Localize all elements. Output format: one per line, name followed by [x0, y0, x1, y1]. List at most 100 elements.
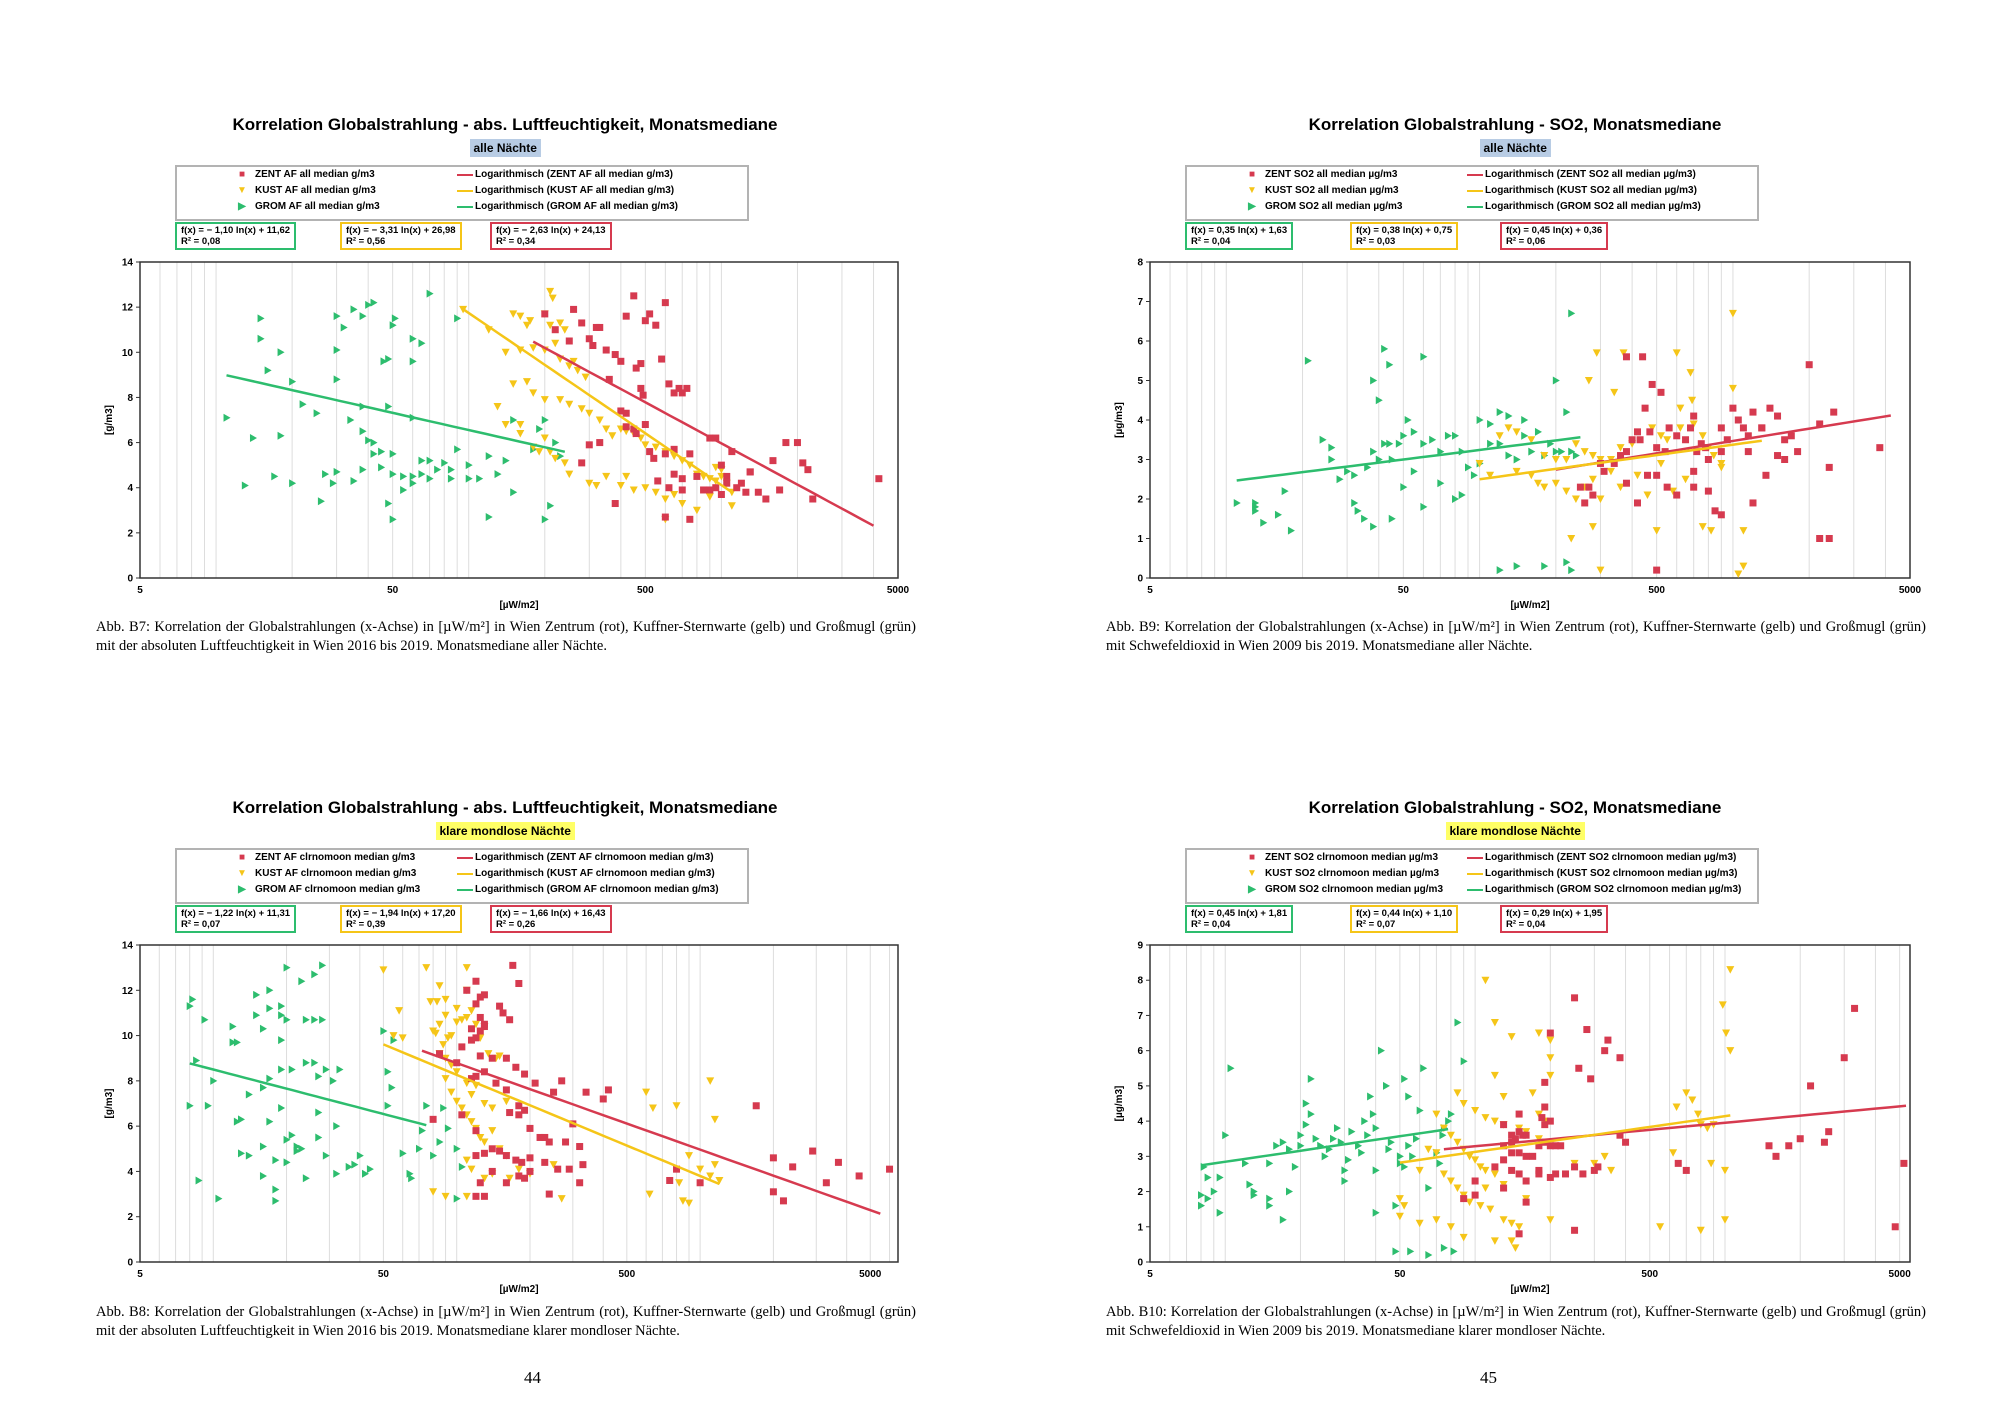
page-number-left: 44 — [524, 1368, 541, 1387]
data-point-kust — [706, 1077, 715, 1085]
legend-item-grom[interactable]: ▶ GROM AF clrnomoon median g/m3 — [237, 884, 420, 895]
data-point-kust — [1596, 456, 1605, 464]
legend-trend-grom[interactable]: Logarithmisch (GROM AF clrnomoon median … — [457, 884, 719, 895]
legend-item-grom[interactable]: ▶ GROM SO2 all median µg/m3 — [1247, 201, 1402, 212]
legend-label: GROM SO2 clrnomoon median µg/m3 — [1265, 884, 1444, 895]
data-point-grom — [409, 472, 417, 481]
x-tick-label: 50 — [1394, 1269, 1406, 1280]
legend-trend-zent[interactable]: Logarithmisch (ZENT AF clrnomoon median … — [457, 852, 714, 863]
data-point-zent — [1749, 408, 1757, 416]
legend-item-kust[interactable]: ▼ KUST SO2 all median µg/m3 — [1247, 185, 1399, 196]
legend-trend-kust[interactable]: Logarithmisch (KUST AF all median g/m3) — [457, 185, 674, 196]
legend-trend-label: Logarithmisch (GROM AF clrnomoon median … — [475, 884, 719, 895]
data-point-zent — [661, 299, 669, 307]
data-point-grom — [315, 1133, 323, 1142]
data-point-kust — [1534, 1029, 1543, 1038]
legend-item-grom[interactable]: ▶ GROM AF all median g/m3 — [237, 201, 380, 212]
data-point-kust — [1400, 1202, 1409, 1210]
data-point-zent — [472, 977, 480, 985]
data-point-grom — [552, 438, 560, 447]
data-point-grom — [1250, 1187, 1258, 1196]
data-point-grom — [440, 1104, 448, 1113]
data-point-zent — [472, 1152, 480, 1160]
data-point-grom — [249, 434, 257, 443]
legend-item-zent[interactable]: ■ ZENT AF all median g/m3 — [237, 169, 375, 180]
trendline-swatch-icon — [457, 189, 473, 192]
data-point-grom — [1216, 1173, 1224, 1182]
legend-item-kust[interactable]: ▼ KUST AF all median g/m3 — [237, 185, 376, 196]
legend-trend-grom[interactable]: Logarithmisch (GROM SO2 all median µg/m3… — [1467, 201, 1701, 212]
data-point-grom — [1242, 1159, 1250, 1168]
data-point-zent — [1717, 511, 1725, 519]
legend-trend-kust[interactable]: Logarithmisch (KUST SO2 all median µg/m3… — [1467, 185, 1697, 196]
data-point-grom — [385, 402, 393, 411]
data-point-grom — [359, 465, 367, 474]
data-point-grom — [204, 1101, 212, 1110]
legend-label: GROM SO2 all median µg/m3 — [1265, 201, 1403, 212]
data-point-kust — [557, 1195, 566, 1203]
data-point-grom — [361, 1169, 369, 1178]
data-point-grom — [1505, 451, 1513, 460]
data-point-grom — [350, 476, 358, 485]
equation-r2: R² = 0,04 — [1191, 919, 1231, 930]
data-point-grom — [1534, 427, 1542, 436]
data-point-grom — [1260, 518, 1268, 527]
legend-item-kust[interactable]: ▼ KUST AF clrnomoon median g/m3 — [237, 868, 416, 879]
data-point-kust — [516, 312, 525, 321]
data-point-grom — [444, 1124, 452, 1133]
data-point-zent — [1674, 1159, 1682, 1167]
equation-formula: f(x) = − 2,63 ln(x) + 24,13 — [496, 225, 606, 236]
data-point-zent — [1825, 463, 1833, 471]
data-point-kust — [529, 389, 538, 397]
equation-r2: R² = 0,04 — [1506, 919, 1546, 930]
data-point-zent — [576, 1143, 584, 1151]
legend-item-grom[interactable]: ▶ GROM SO2 clrnomoon median µg/m3 — [1247, 884, 1443, 895]
data-point-kust — [1490, 1237, 1499, 1245]
data-point-zent — [622, 423, 630, 431]
legend-trend-kust[interactable]: Logarithmisch (KUST SO2 clrnomoon median… — [1467, 868, 1737, 879]
data-point-zent — [1581, 499, 1589, 507]
data-point-kust — [651, 443, 660, 452]
data-point-zent — [467, 1036, 475, 1044]
data-point-grom — [302, 1058, 310, 1067]
y-tick-label: 0 — [1137, 1258, 1143, 1269]
legend-trend-zent[interactable]: Logarithmisch (ZENT SO2 clrnomoon median… — [1467, 852, 1736, 863]
data-point-grom — [311, 1058, 319, 1067]
data-point-zent — [589, 342, 597, 350]
data-point-zent — [1557, 1142, 1565, 1150]
data-point-zent — [476, 1027, 484, 1035]
legend-trend-zent[interactable]: Logarithmisch (ZENT SO2 all median µg/m3… — [1467, 169, 1696, 180]
x-tick-label: 5 — [137, 585, 143, 596]
y-tick-label: 14 — [122, 941, 134, 952]
legend-trend-grom[interactable]: Logarithmisch (GROM AF all median g/m3) — [457, 201, 678, 212]
legend-item-zent[interactable]: ■ ZENT SO2 all median µg/m3 — [1247, 169, 1398, 180]
data-point-zent — [488, 1054, 496, 1062]
data-point-kust — [509, 380, 518, 388]
legend-trend-grom[interactable]: Logarithmisch (GROM SO2 clrnomoon median… — [1467, 884, 1741, 895]
chart-title: Korrelation Globalstrahlung - abs. Luftf… — [232, 115, 778, 134]
legend-item-kust[interactable]: ▼ KUST SO2 clrnomoon median µg/m3 — [1247, 868, 1439, 879]
data-point-grom — [541, 416, 549, 424]
data-point-kust — [548, 294, 557, 303]
legend-item-zent[interactable]: ■ ZENT SO2 clrnomoon median µg/m3 — [1247, 852, 1438, 863]
y-tick-label: 4 — [1137, 1117, 1143, 1128]
data-point-kust — [1739, 562, 1748, 571]
data-point-zent — [1491, 1163, 1499, 1171]
data-point-kust — [577, 405, 586, 413]
data-point-kust — [1446, 1223, 1455, 1231]
data-point-grom — [1496, 566, 1504, 575]
data-point-zent — [1682, 436, 1690, 444]
data-point-kust — [502, 1097, 511, 1106]
data-point-grom — [238, 1115, 246, 1124]
trendline-grom — [1236, 436, 1581, 482]
legend-trend-kust[interactable]: Logarithmisch (KUST AF clrnomoon median … — [457, 868, 715, 879]
legend-item-zent[interactable]: ■ ZENT AF clrnomoon median g/m3 — [237, 852, 415, 863]
data-point-grom — [1541, 562, 1549, 571]
legend-trend-zent[interactable]: Logarithmisch (ZENT AF all median g/m3) — [457, 169, 673, 180]
data-point-grom — [458, 1162, 466, 1171]
data-point-kust — [1562, 487, 1571, 496]
data-point-zent — [463, 986, 471, 994]
data-point-kust — [447, 1088, 456, 1097]
data-point-grom — [1266, 1159, 1274, 1168]
data-point-grom — [418, 456, 426, 465]
